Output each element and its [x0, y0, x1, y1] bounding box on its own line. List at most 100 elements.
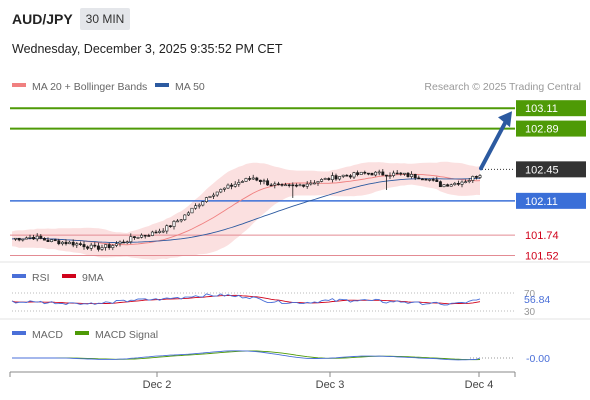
legend-swatch-ma50	[155, 83, 169, 87]
candle-body	[384, 174, 388, 177]
legend-swatch-macd	[12, 331, 26, 335]
rsi-level-70-label: 70	[524, 289, 536, 300]
candle-body	[215, 191, 219, 196]
candle-body	[46, 239, 50, 242]
candle-body	[438, 181, 442, 188]
candle-body	[467, 180, 471, 183]
candle-body	[64, 241, 68, 245]
price-levels	[10, 107, 515, 257]
candle-body	[406, 172, 410, 177]
forecast-arrow-head	[498, 111, 512, 128]
candle-body	[334, 175, 338, 180]
macd-current-label: -0.00	[526, 353, 550, 365]
candle-body	[136, 236, 140, 239]
candle-body	[460, 181, 464, 185]
candle-body	[35, 235, 39, 240]
candle-body	[161, 230, 165, 233]
level-box-103.11	[516, 100, 586, 117]
macd-lines	[12, 350, 481, 361]
candle-body	[39, 235, 43, 239]
candle-body	[60, 241, 64, 245]
rsi-lines	[11, 293, 481, 306]
rsi-level-30-label: 30	[524, 307, 536, 318]
candle-body	[100, 247, 104, 250]
candle-body	[323, 178, 327, 180]
candle-body	[330, 175, 334, 180]
candle-body	[208, 195, 212, 198]
candle-body	[71, 241, 75, 246]
candle-body	[53, 239, 57, 242]
candle-body	[176, 220, 180, 223]
candle-body	[446, 184, 450, 187]
candle-body	[348, 175, 352, 178]
candle-body	[172, 221, 176, 227]
candle-body	[104, 244, 108, 248]
candle-body	[428, 179, 432, 181]
price-level-labels: 103.11 102.89 102.45 102.11 101.74 101.52	[516, 100, 586, 263]
candle-body	[197, 204, 201, 207]
timeframe-label: 30 MIN	[86, 12, 125, 26]
legend-rsi: RSI	[32, 272, 50, 284]
level-label-102.11: 102.11	[525, 196, 558, 208]
legend-swatch-ma20	[12, 83, 26, 87]
candle-body	[158, 230, 162, 233]
candle-body	[251, 177, 255, 180]
rsi-current-label: 56.84	[524, 294, 550, 306]
legend-macd: MACD	[32, 329, 63, 341]
candle-body	[262, 180, 266, 183]
legend-swatch-rsi	[12, 274, 26, 278]
timeframe-badge	[80, 8, 130, 30]
candle-body	[168, 225, 172, 228]
level-label-103.11: 103.11	[525, 103, 558, 115]
candle-body	[50, 239, 54, 242]
legend-ma20-bollinger: MA 20 + Bollinger Bands	[32, 81, 147, 93]
candle-body	[388, 175, 392, 177]
candle-body	[345, 174, 349, 177]
candle-body	[212, 194, 216, 197]
candle-body	[302, 184, 306, 187]
candle-body	[111, 245, 115, 248]
ma50-line	[11, 177, 481, 244]
candle-body	[474, 176, 478, 178]
candle-body	[140, 234, 144, 238]
candle-body	[233, 183, 237, 187]
datetime-label: Wednesday, December 3, 2025 9:35:52 PM C…	[12, 42, 283, 56]
candle-body	[381, 171, 385, 176]
candle-body	[363, 171, 367, 174]
candle-body	[237, 182, 241, 185]
candle-body	[89, 244, 93, 249]
symbol-title: AUD/JPY	[12, 11, 73, 27]
candle-body	[410, 173, 414, 177]
candle-body	[21, 238, 25, 241]
candle-body	[28, 236, 32, 239]
candle-body	[125, 241, 129, 244]
candle-body	[273, 183, 277, 186]
candle-body	[190, 207, 194, 214]
candle-body	[96, 245, 100, 250]
bollinger-band-area	[12, 161, 480, 260]
candle-body	[255, 177, 259, 181]
candle-body	[399, 172, 403, 175]
candle-body	[341, 174, 345, 177]
candle-body	[118, 241, 122, 244]
last-price-label: 102.45	[525, 164, 559, 176]
candle-body	[442, 184, 446, 188]
candle-body	[309, 182, 313, 185]
x-tick-label: Dec 2	[143, 379, 172, 391]
candle-body	[374, 171, 378, 176]
candle-body	[201, 201, 205, 206]
candle-body	[107, 244, 111, 248]
candle-body	[122, 241, 126, 244]
candle-body	[114, 243, 118, 246]
candle-body	[24, 237, 28, 240]
level-label-102.89: 102.89	[525, 124, 559, 136]
candle-body	[435, 179, 439, 182]
candle-body	[294, 184, 298, 187]
candle-body	[370, 172, 374, 176]
candle-body	[269, 184, 273, 187]
candle-body	[366, 172, 370, 175]
candle-body	[68, 241, 72, 245]
candle-body	[150, 231, 154, 236]
x-axis-ticks: Dec 2 Dec 3 Dec 4	[143, 372, 493, 391]
